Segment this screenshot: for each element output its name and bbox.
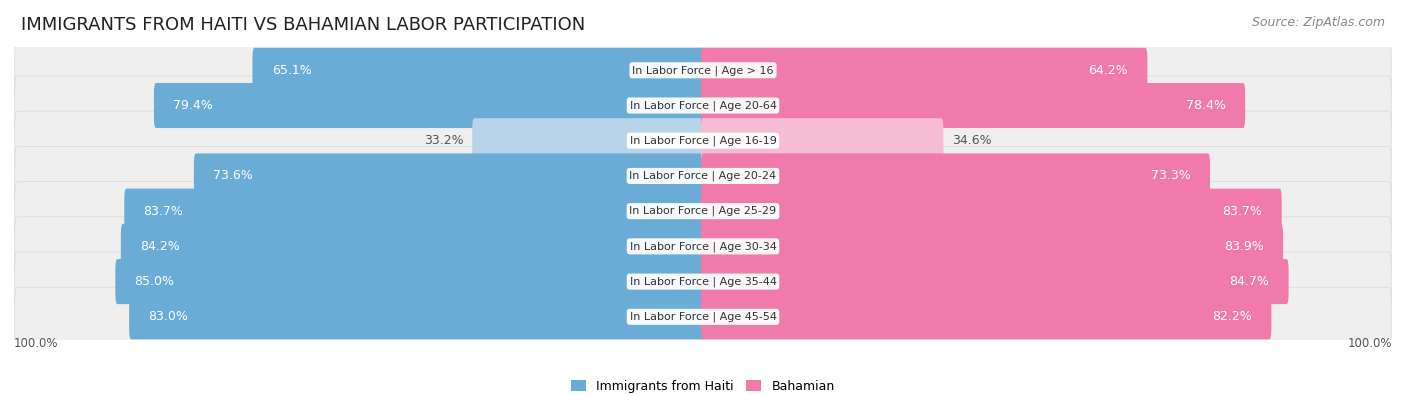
Text: 100.0%: 100.0% [14,337,59,350]
FancyBboxPatch shape [14,76,1392,135]
FancyBboxPatch shape [14,287,1392,346]
FancyBboxPatch shape [115,259,704,304]
Text: 33.2%: 33.2% [425,134,464,147]
Text: 84.7%: 84.7% [1229,275,1270,288]
FancyBboxPatch shape [153,83,704,128]
Text: 83.7%: 83.7% [143,205,183,218]
FancyBboxPatch shape [121,224,704,269]
Text: 34.6%: 34.6% [952,134,991,147]
Text: 65.1%: 65.1% [271,64,312,77]
FancyBboxPatch shape [702,224,1284,269]
Text: Source: ZipAtlas.com: Source: ZipAtlas.com [1251,16,1385,29]
Text: In Labor Force | Age 16-19: In Labor Force | Age 16-19 [630,135,776,146]
Text: 83.9%: 83.9% [1225,240,1264,253]
Text: 82.2%: 82.2% [1212,310,1253,324]
FancyBboxPatch shape [472,118,704,163]
FancyBboxPatch shape [702,259,1289,304]
FancyBboxPatch shape [14,41,1392,100]
FancyBboxPatch shape [702,153,1211,198]
Text: 78.4%: 78.4% [1187,99,1226,112]
Text: In Labor Force | Age 45-54: In Labor Force | Age 45-54 [630,312,776,322]
Text: 84.2%: 84.2% [141,240,180,253]
FancyBboxPatch shape [194,153,704,198]
Text: 83.7%: 83.7% [1223,205,1263,218]
FancyBboxPatch shape [702,294,1271,339]
FancyBboxPatch shape [129,294,704,339]
Text: 100.0%: 100.0% [1347,337,1392,350]
Text: IMMIGRANTS FROM HAITI VS BAHAMIAN LABOR PARTICIPATION: IMMIGRANTS FROM HAITI VS BAHAMIAN LABOR … [21,16,585,34]
Text: 79.4%: 79.4% [173,99,212,112]
FancyBboxPatch shape [124,189,704,234]
Text: 83.0%: 83.0% [149,310,188,324]
Text: In Labor Force | Age > 16: In Labor Force | Age > 16 [633,65,773,75]
FancyBboxPatch shape [14,111,1392,170]
Text: In Labor Force | Age 20-24: In Labor Force | Age 20-24 [630,171,776,181]
Text: 85.0%: 85.0% [135,275,174,288]
Text: 73.3%: 73.3% [1152,169,1191,182]
Legend: Immigrants from Haiti, Bahamian: Immigrants from Haiti, Bahamian [567,375,839,395]
Text: In Labor Force | Age 25-29: In Labor Force | Age 25-29 [630,206,776,216]
FancyBboxPatch shape [14,147,1392,205]
Text: In Labor Force | Age 35-44: In Labor Force | Age 35-44 [630,276,776,287]
FancyBboxPatch shape [702,189,1282,234]
Text: In Labor Force | Age 20-64: In Labor Force | Age 20-64 [630,100,776,111]
Text: 64.2%: 64.2% [1088,64,1128,77]
FancyBboxPatch shape [702,118,943,163]
Text: In Labor Force | Age 30-34: In Labor Force | Age 30-34 [630,241,776,252]
FancyBboxPatch shape [253,48,704,93]
FancyBboxPatch shape [14,252,1392,311]
FancyBboxPatch shape [14,217,1392,276]
FancyBboxPatch shape [14,182,1392,241]
FancyBboxPatch shape [702,48,1147,93]
Text: 73.6%: 73.6% [214,169,253,182]
FancyBboxPatch shape [702,83,1246,128]
